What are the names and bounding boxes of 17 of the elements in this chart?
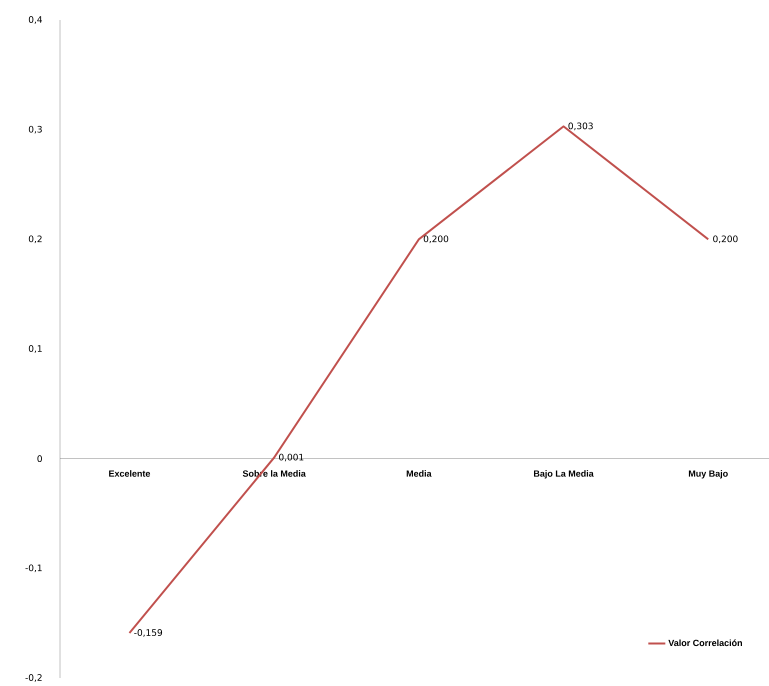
x-tick-label: Bajo La Media — [534, 470, 594, 479]
y-tick-label: 0,3 — [28, 126, 42, 134]
data-label: 0,303 — [568, 122, 593, 130]
y-tick-label: 0 — [37, 455, 42, 462]
x-tick-label: Excelente — [109, 470, 150, 477]
y-tick-label: 0,1 — [28, 345, 42, 353]
legend-label: Valor Correlación — [668, 639, 742, 646]
y-tick-label: -0,1 — [25, 564, 42, 572]
y-tick-label: 0,4 — [28, 16, 42, 24]
y-tick-label: -0,2 — [25, 674, 42, 682]
y-tick-label: 0,2 — [28, 235, 42, 244]
data-label: -0,159 — [134, 629, 162, 637]
x-tick-label: Muy Bajo — [688, 470, 728, 479]
data-label: 0,200 — [424, 235, 448, 244]
x-tick-label: Media — [406, 470, 432, 477]
data-label: 0,200 — [713, 235, 738, 244]
data-label: 0,001 — [279, 454, 304, 462]
